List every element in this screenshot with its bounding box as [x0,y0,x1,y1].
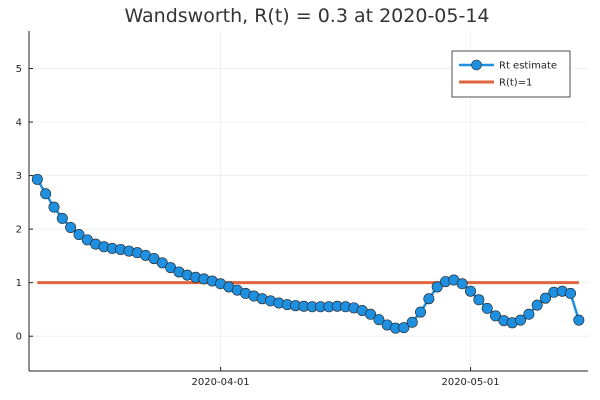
y-tick-label: 3 [16,171,22,182]
x-tick-label: 2020-05-01 [441,377,499,388]
y-tick-label: 2 [16,225,22,236]
rt-estimate-point [540,292,552,304]
rt-estimate-point [490,310,502,322]
y-tick-label: 4 [16,118,22,129]
axes [28,31,588,372]
rt-estimate-point [365,308,377,320]
rt-estimate-point [473,294,485,306]
rt-estimate-point [73,228,85,240]
rt-estimate-point [31,173,43,185]
rt-estimate-point [40,188,52,200]
legend-swatch-marker [471,59,482,71]
rt-estimate-point [48,201,60,213]
legend-label: Rt estimate [499,61,557,72]
rt-estimate-point [415,306,427,318]
rt-estimate-point [431,281,443,293]
rt-estimate-point [565,287,577,299]
series-layer [31,173,585,334]
rt-estimate-point [573,314,585,326]
chart-title: Wandsworth, R(t) = 0.3 at 2020-05-14 [124,5,489,27]
rt-estimate-point [373,314,385,326]
legend: Rt estimate R(t)=1 [451,50,571,98]
y-tick-label: 0 [16,332,22,343]
rt-estimate-point [56,212,68,224]
rt-estimate-point [456,278,468,290]
y-tick-label: 1 [16,278,22,289]
rt-estimate-point [515,314,527,326]
rt-estimate-point [531,299,543,311]
rt-estimate-point [406,316,418,328]
legend-box [451,50,571,98]
x-tick-label: 2020-04-01 [192,377,250,388]
rt-estimate-point [398,322,410,334]
rt-estimate-point [481,302,493,314]
rt-estimate-point [523,308,535,320]
tick-labels: 0 1 2 3 4 5 2020-04-01 2020-05-01 [16,64,500,388]
rt-estimate-point [65,222,77,234]
rt-estimate-point [465,285,477,297]
rt-estimate-point [156,257,168,269]
y-tick-label: 5 [16,64,22,75]
legend-label: R(t)=1 [499,78,532,89]
rt-estimate-point [423,293,435,305]
